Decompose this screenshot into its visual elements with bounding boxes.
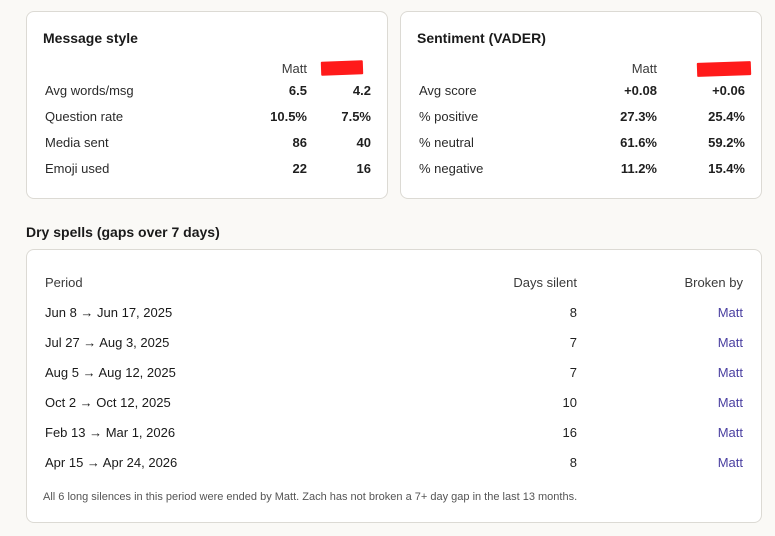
stat-row: % negative 11.2% 15.4% (419, 161, 745, 179)
period-cell: Jun 8 → Jun 17, 2025 (45, 305, 173, 320)
broken-by-link[interactable]: Matt (717, 305, 743, 320)
stat-row: Media sent 86 40 (45, 135, 371, 153)
stat-row: Avg score +0.08 +0.06 (419, 83, 745, 101)
column-header-broken-by: Broken by (684, 275, 743, 290)
stat-value-other: 16 (356, 161, 371, 176)
broken-by-link[interactable]: Matt (717, 455, 743, 470)
period-cell: Feb 13 → Mar 1, 2026 (45, 425, 176, 440)
period-cell: Oct 2 → Oct 12, 2025 (45, 395, 171, 410)
stat-value-matt: 11.2% (620, 161, 657, 176)
stat-row: Question rate 10.5% 7.5% (45, 109, 371, 127)
sentiment-header-row: Matt (419, 61, 752, 79)
stat-value-matt: +0.08 (624, 83, 657, 98)
stat-label: Media sent (45, 135, 109, 150)
column-header-days: Days silent (513, 275, 577, 290)
sentiment-card: Sentiment (VADER) Matt Avg score +0.08 +… (400, 11, 762, 199)
period-cell: Aug 5 → Aug 12, 2025 (45, 365, 176, 380)
broken-by-link[interactable]: Matt (717, 335, 743, 350)
period-cell: Apr 15 → Apr 24, 2026 (45, 455, 178, 470)
stat-row: % neutral 61.6% 59.2% (419, 135, 745, 153)
stat-value-matt: 86 (292, 135, 307, 150)
stat-value-matt: 27.3% (620, 109, 657, 124)
message-style-title: Message style (43, 30, 138, 46)
dry-spells-title: Dry spells (gaps over 7 days) (26, 224, 220, 240)
broken-by-link[interactable]: Matt (717, 365, 743, 380)
stat-value-other: 25.4% (708, 109, 745, 124)
table-row: Jul 27 → Aug 3, 2025 7 Matt (45, 335, 743, 353)
stat-value-other: +0.06 (712, 83, 745, 98)
stat-value-other: 7.5% (341, 109, 371, 124)
stat-value-other: 59.2% (708, 135, 745, 150)
stat-label: % negative (419, 161, 484, 176)
stat-value-matt: 61.6% (620, 135, 657, 150)
stat-value-other: 40 (356, 135, 371, 150)
stat-row: % positive 27.3% 25.4% (419, 109, 745, 127)
stat-label: Avg words/msg (45, 83, 134, 98)
days-cell: 16 (562, 425, 577, 440)
stat-value-matt: 10.5% (270, 109, 307, 124)
stat-label: % neutral (419, 135, 474, 150)
days-cell: 10 (562, 395, 577, 410)
column-header-matt: Matt (281, 61, 307, 76)
sentiment-title: Sentiment (VADER) (417, 30, 546, 46)
stat-row: Avg words/msg 6.5 4.2 (45, 83, 371, 101)
stat-row: Emoji used 22 16 (45, 161, 371, 179)
dry-spells-footnote: All 6 long silences in this period were … (43, 491, 578, 503)
stat-label: Question rate (45, 109, 124, 124)
message-style-card: Message style Matt Avg words/msg 6.5 4.2… (26, 11, 388, 199)
table-row: Apr 15 → Apr 24, 2026 8 Matt (45, 455, 743, 473)
days-cell: 8 (569, 305, 577, 320)
message-style-header-row: Matt (45, 60, 371, 79)
stat-label: Avg score (419, 83, 477, 98)
days-cell: 7 (569, 335, 577, 350)
stat-value-matt: 6.5 (288, 83, 307, 98)
stat-label: Emoji used (45, 161, 110, 176)
broken-by-link[interactable]: Matt (717, 425, 743, 440)
days-cell: 7 (569, 365, 577, 380)
dry-spells-header-row: Period Days silent Broken by (45, 275, 743, 293)
table-row: Oct 2 → Oct 12, 2025 10 Matt (45, 395, 743, 413)
days-cell: 8 (569, 455, 577, 470)
stat-label: % positive (419, 109, 479, 124)
stat-value-other: 15.4% (708, 161, 745, 176)
table-row: Aug 5 → Aug 12, 2025 7 Matt (45, 365, 743, 383)
table-row: Feb 13 → Mar 1, 2026 16 Matt (45, 425, 743, 443)
dry-spells-card: Period Days silent Broken by Jun 8 → Jun… (26, 249, 762, 523)
redacted-name (320, 60, 364, 76)
column-header-matt: Matt (631, 61, 657, 76)
table-row: Jun 8 → Jun 17, 2025 8 Matt (45, 305, 743, 323)
stat-value-other: 4.2 (352, 83, 371, 98)
redacted-name (696, 61, 752, 77)
stat-value-matt: 22 (292, 161, 307, 176)
column-header-period: Period (45, 275, 83, 290)
broken-by-link[interactable]: Matt (717, 395, 743, 410)
period-cell: Jul 27 → Aug 3, 2025 (45, 335, 170, 350)
